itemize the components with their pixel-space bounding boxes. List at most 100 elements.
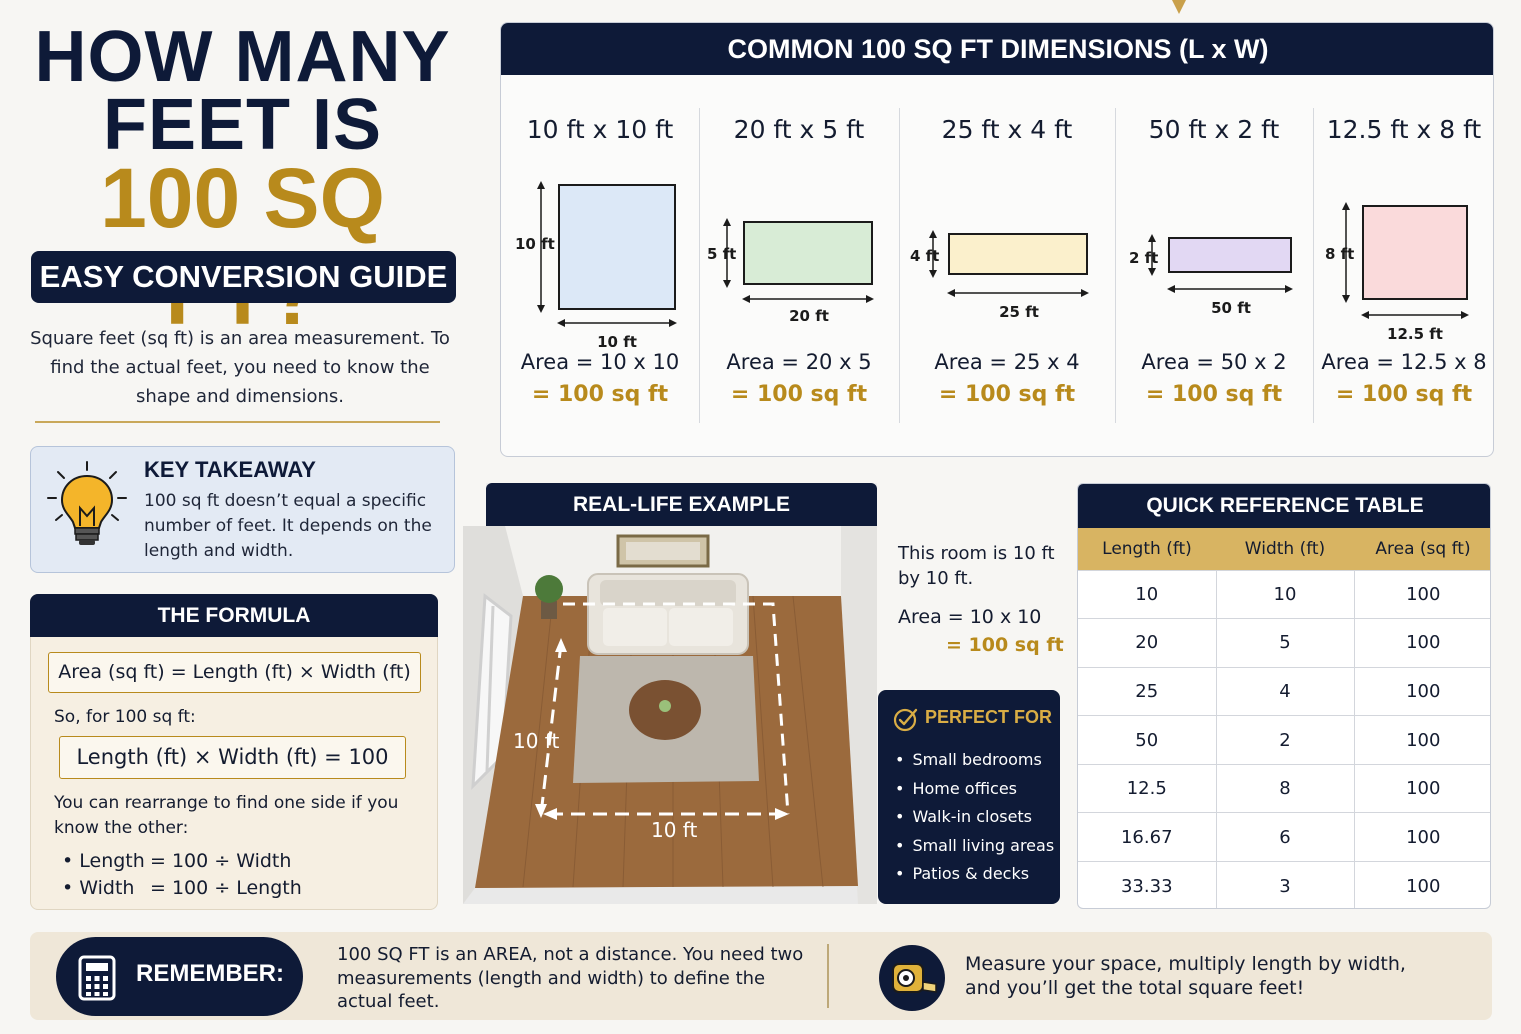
dimension-rectangle: [1362, 205, 1468, 300]
dimension-diagram: 10 ft 10 ft: [515, 181, 677, 351]
arrow-head: [1081, 289, 1089, 297]
dimension-diagram: 2 ft 50 ft: [1129, 234, 1293, 317]
width-label: 2 ft: [1129, 249, 1158, 267]
table-row: 20 5 100: [1078, 618, 1490, 668]
room-note: This room is 10 ft by 10 ft.: [898, 543, 1055, 589]
width-label: 10 ft: [515, 235, 555, 253]
dimension-diagram: 4 ft 25 ft: [910, 230, 1089, 321]
intro-text: Square feet (sq ft) is an area measureme…: [30, 328, 450, 407]
table-cell: 2: [1215, 715, 1354, 765]
dimensions-panel: COMMON 100 SQ FT DIMENSIONS (L x W) 10 f…: [500, 22, 1494, 457]
dimension-divider: [1115, 108, 1116, 423]
dimension-item: 12.5 ft x 8 ft 8 ft 12.5 ft Area = 12.5 x 8…: [1313, 75, 1493, 456]
table-cell: 20: [1078, 618, 1216, 668]
list-item: Walk-in closets: [895, 803, 1054, 832]
formula-heading: THE FORMULA: [30, 594, 438, 637]
room-area: Area = 10 x 10: [898, 606, 1042, 628]
table-cell: 10: [1215, 569, 1354, 619]
formula-item-expr: = 100 ÷ Width: [150, 850, 292, 872]
table-cell: 8: [1215, 763, 1354, 813]
dimension-divider: [899, 108, 900, 423]
table-cell: 100: [1353, 569, 1490, 619]
dimension-area: Area = 20 x 5: [726, 350, 872, 374]
formula-rearrange-list: • Length = 100 ÷ Width • Width = 100 ÷ Len…: [62, 848, 302, 902]
remember-text: 100 SQ FT is an AREA, not a distance. Yo…: [337, 944, 804, 1012]
arrow-head: [1361, 311, 1369, 319]
arrow-head: [723, 218, 731, 226]
dimension-title: 10 ft x 10 ft: [526, 115, 674, 144]
length-label: 12.5 ft: [1387, 325, 1443, 343]
dimension-divider: [699, 108, 700, 423]
table-cell: 16.67: [1078, 812, 1216, 862]
list-item: Home offices: [895, 775, 1054, 804]
dimension-result: = 100 sq ft: [938, 382, 1076, 407]
table-cell: 100: [1353, 763, 1490, 813]
dimension-title: 50 ft x 2 ft: [1148, 115, 1280, 144]
arrow-head: [537, 305, 545, 313]
table-row: 25 4 100: [1078, 666, 1490, 716]
arrow-head: [1342, 295, 1350, 303]
formula-main: Area (sq ft) = Length (ft) × Width (ft): [48, 652, 421, 693]
star-ornament-icon: [1172, 0, 1186, 14]
arrow-head: [1461, 311, 1469, 319]
arrow-head: [557, 319, 565, 327]
table-cell: 4: [1215, 666, 1354, 716]
calculator-icon: [78, 955, 116, 1001]
length-label: 50 ft: [1211, 299, 1251, 317]
width-label: 8 ft: [1325, 245, 1354, 263]
list-item: Small living areas: [895, 832, 1054, 861]
arrow-head: [1148, 234, 1156, 242]
room-area-result: = 100 sq ft: [946, 634, 1064, 656]
dimension-diagram: 5 ft 20 ft: [707, 218, 874, 325]
dimension-item: 10 ft x 10 ft 10 ft 10 ft Area = 10 x 10 = 1…: [501, 75, 699, 456]
table-cell: 100: [1353, 861, 1490, 908]
table-cell: 5: [1215, 618, 1354, 668]
dimensions-heading: COMMON 100 SQ FT DIMENSIONS (L x W): [501, 23, 1493, 75]
table-row: 10 10 100: [1078, 569, 1490, 619]
formula-item-expr: = 100 ÷ Length: [150, 877, 302, 899]
dimension-rectangle: [1168, 237, 1292, 273]
dimension-area: Area = 25 x 4: [934, 350, 1080, 374]
arrow-head: [669, 319, 677, 327]
table-cell: 3: [1215, 861, 1354, 908]
table-column-header: Width (ft): [1216, 528, 1354, 570]
table-cell: 100: [1353, 715, 1490, 765]
width-label: 5 ft: [707, 245, 736, 263]
table-cell: 10: [1078, 569, 1216, 619]
lightbulb-icon: [47, 461, 127, 545]
table-cell: 6: [1215, 812, 1354, 862]
dimension-item: 20 ft x 5 ft 5 ft 20 ft Area = 20 x 5 = 100 …: [699, 75, 899, 456]
arrow-head: [1342, 202, 1350, 210]
title-line-1: HOW MANY: [34, 17, 451, 97]
table-cell: 50: [1078, 715, 1216, 765]
dimension-result: = 100 sq ft: [1145, 382, 1283, 407]
length-label: 20 ft: [789, 307, 829, 325]
formula-item-length: • Length = 100 ÷ Width: [62, 848, 302, 875]
measure-text: Measure your space, multiply length by w…: [965, 953, 1406, 999]
arrow-head: [929, 230, 937, 238]
dimension-area: Area = 50 x 2: [1141, 350, 1287, 374]
table-row: 33.33 3 100: [1078, 861, 1490, 908]
reference-table-heading: QUICK REFERENCE TABLE: [1078, 484, 1490, 528]
room-bottom-label: 10 ft: [651, 818, 697, 842]
dimension-title: 12.5 ft x 8 ft: [1326, 115, 1482, 144]
dimension-rectangle: [558, 184, 676, 310]
arrow-head: [929, 270, 937, 278]
table-body: 10 10 100 20 5 100 25 4 100 50 2 100 12.5 8 100 16.67 6 1…: [1078, 569, 1490, 908]
dimension-item: 50 ft x 2 ft 2 ft 50 ft Area = 50 x 2 = 100 …: [1115, 75, 1313, 456]
perfect-for-list: Small bedrooms Home offices Walk-in clos…: [895, 746, 1054, 889]
dimension-area: Area = 10 x 10: [520, 350, 680, 374]
width-label: 4 ft: [910, 247, 939, 265]
reference-table-card: QUICK REFERENCE TABLE Length (ft) Width (…: [1077, 483, 1491, 909]
arrow-head: [1148, 268, 1156, 276]
perfect-for-title: PERFECT FOR: [925, 707, 1053, 727]
list-item: Patios & decks: [895, 860, 1054, 889]
table-cell: 100: [1353, 812, 1490, 862]
arrow-head: [1285, 285, 1293, 293]
formula-equation: Length (ft) × Width (ft) = 100: [59, 736, 406, 779]
table-cell: 33.33: [1078, 861, 1216, 908]
arrow-head: [537, 181, 545, 189]
arrow-head: [742, 295, 750, 303]
dimension-rectangle: [743, 221, 873, 285]
dimension-result: = 100 sq ft: [1335, 382, 1473, 407]
